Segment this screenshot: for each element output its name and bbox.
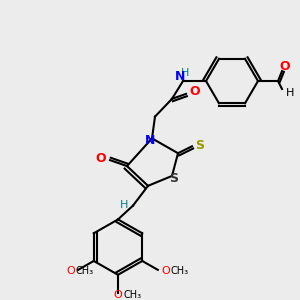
Text: H: H: [286, 88, 294, 98]
Text: O: O: [114, 290, 122, 300]
Text: CH₃: CH₃: [75, 266, 94, 276]
Text: CH₃: CH₃: [171, 266, 189, 276]
Text: N: N: [145, 134, 155, 147]
Text: O: O: [96, 152, 106, 165]
Text: S: S: [196, 139, 205, 152]
Text: S: S: [169, 172, 178, 185]
Text: O: O: [161, 266, 170, 276]
Text: H: H: [181, 68, 189, 78]
Text: H: H: [120, 200, 128, 210]
Text: O: O: [190, 85, 200, 98]
Text: CH₃: CH₃: [123, 290, 141, 300]
Text: O: O: [66, 266, 75, 276]
Text: O: O: [280, 60, 290, 73]
Text: N: N: [175, 70, 185, 83]
